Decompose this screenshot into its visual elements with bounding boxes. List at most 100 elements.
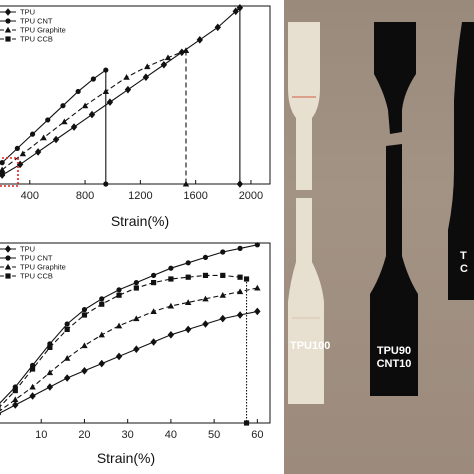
specimen-photo: [288, 22, 474, 404]
top-legend-marker-2: [4, 26, 12, 33]
bot-x-tick-label-2: 30: [122, 429, 134, 441]
bot-series-point-1-14: [237, 245, 243, 251]
top-series-point-1-4: [60, 103, 66, 109]
bot-series-line-3: [0, 274, 247, 408]
specimen-label-tpu100-line1: TPU100: [290, 340, 331, 352]
top-series-point-1-2: [29, 131, 36, 137]
bot-legend-marker-2: [4, 263, 12, 270]
bot-series-point-0-3: [46, 383, 54, 391]
bot-series-point-1-6: [99, 296, 105, 302]
bot-series-point-1-13: [220, 249, 226, 255]
bot-legend-label-3: TPU CCB: [20, 272, 53, 281]
top-series-point-0-8: [142, 73, 150, 81]
top-legend-marker-3: [5, 36, 11, 42]
top-series-point-0-13: [232, 7, 239, 16]
bot-series-point-2-5: [81, 342, 88, 349]
top-series-point-0-12: [214, 23, 221, 32]
bot-series-point-0-4: [63, 374, 71, 382]
top-series-point-2-9: [182, 47, 190, 54]
bot-series-point-1-11: [185, 260, 191, 266]
top-series-point-2-4: [81, 102, 89, 109]
bot-series-line-0: [0, 310, 258, 414]
bot-series-point-3-13: [220, 272, 226, 278]
top-series-point-0-10: [178, 48, 186, 57]
specimen-label-tpu90-line1: TPU90: [376, 345, 412, 357]
bot-series-point-1-15: [254, 242, 260, 248]
bot-legend-label-1: TPU CNT: [20, 254, 53, 263]
bot-series-point-0-10: [167, 331, 175, 339]
bot-series-point-0-14: [236, 311, 244, 319]
bot-series-point-0-9: [150, 338, 157, 346]
bot-series-point-2-10: [167, 302, 175, 309]
bot-series-point-2-2: [29, 383, 36, 390]
bot-series-point-0-6: [98, 359, 105, 368]
bot-series-point-2-14: [236, 288, 244, 295]
bot-series-point-1-7: [116, 287, 122, 293]
top-series-point-2-1: [19, 150, 27, 157]
bot-series-line-2: [0, 287, 258, 412]
bot-series-point-2-12: [202, 295, 209, 302]
bot-series-point-1-5: [81, 307, 88, 313]
top-legend-label-1: TPU CNT: [20, 17, 53, 26]
bot-series-point-2-4: [63, 355, 71, 361]
specimen-cnt-lower: [370, 144, 418, 396]
bot-series-point-3-2: [29, 366, 36, 372]
specimen-tpu100: [288, 22, 324, 404]
bot-series-point-0-8: [133, 345, 140, 353]
bot-series-point-3-10: [168, 276, 174, 282]
top-series-point-2-3: [61, 118, 68, 125]
bot-series-point-3-9: [151, 280, 157, 286]
top-series-point-1-0: [0, 160, 5, 166]
bot-legend-marker-3: [5, 273, 11, 279]
top-series-endpoint-2: [182, 180, 190, 187]
top-series-point-0-7: [124, 85, 132, 94]
top-series-point-0-1: [16, 160, 24, 169]
top-series-point-2-7: [144, 63, 151, 70]
bot-series-point-0-13: [219, 314, 226, 323]
bot-series-point-0-5: [81, 367, 88, 375]
bot-series-point-0-12: [202, 320, 209, 328]
bot-series-point-1-12: [202, 254, 209, 260]
top-x-tick-label-3: 1600: [183, 190, 207, 202]
top-series-point-0-14: [236, 3, 244, 12]
top-series-endpoint-1: [103, 181, 109, 187]
bot-x-tick-label-5: 60: [251, 429, 263, 441]
top-legend-marker-0: [4, 8, 12, 16]
top-series-point-1-3: [45, 117, 51, 123]
bot-series-point-2-7: [115, 322, 123, 329]
specimen-cnt-upper: [374, 22, 416, 134]
specimen-tpu100-lower: [288, 198, 324, 404]
bot-series-point-0-1: [12, 401, 19, 409]
top-legend-label-3: TPU CCB: [20, 35, 53, 44]
bot-series-point-2-9: [150, 308, 157, 314]
bot-series-point-3-3: [47, 344, 53, 350]
specimen-label-tpu90-line2: CNT10: [376, 358, 412, 370]
specimen-third: [448, 22, 474, 300]
specimen-label-third: T C: [460, 250, 474, 276]
bot-series-point-2-3: [46, 369, 54, 376]
specimen-tpu100-upper: [288, 22, 320, 190]
top-series-point-0-5: [88, 110, 96, 119]
bot-series-point-3-7: [116, 292, 122, 298]
bot-legend-label-0: TPU: [20, 245, 35, 254]
top-x-tick-label-0: 400: [21, 190, 39, 202]
specimen-tpu90-cnt10: [370, 22, 418, 396]
top-series-point-1-1: [14, 145, 20, 151]
top-legend-label-0: TPU: [20, 8, 35, 17]
bot-series-point-2-15: [254, 284, 261, 291]
bottom-plot-frame: [0, 242, 271, 424]
bot-series-point-1-8: [133, 280, 139, 286]
top-x-axis-label: Strain(%): [111, 213, 169, 229]
top-series-line-1: [1, 69, 107, 164]
bot-series-point-1-10: [168, 265, 174, 271]
top-series-point-3-0: [0, 170, 5, 176]
bot-series-point-3-11: [185, 274, 191, 280]
zoom-region-highlight: [0, 157, 19, 187]
bot-legend-label-2: TPU Graphite: [20, 263, 66, 272]
top-series-point-0-9: [160, 60, 168, 69]
specimen-label-tpu90: TPU90 CNT10: [372, 345, 416, 371]
specimen-label-third-line2: C: [460, 263, 468, 275]
